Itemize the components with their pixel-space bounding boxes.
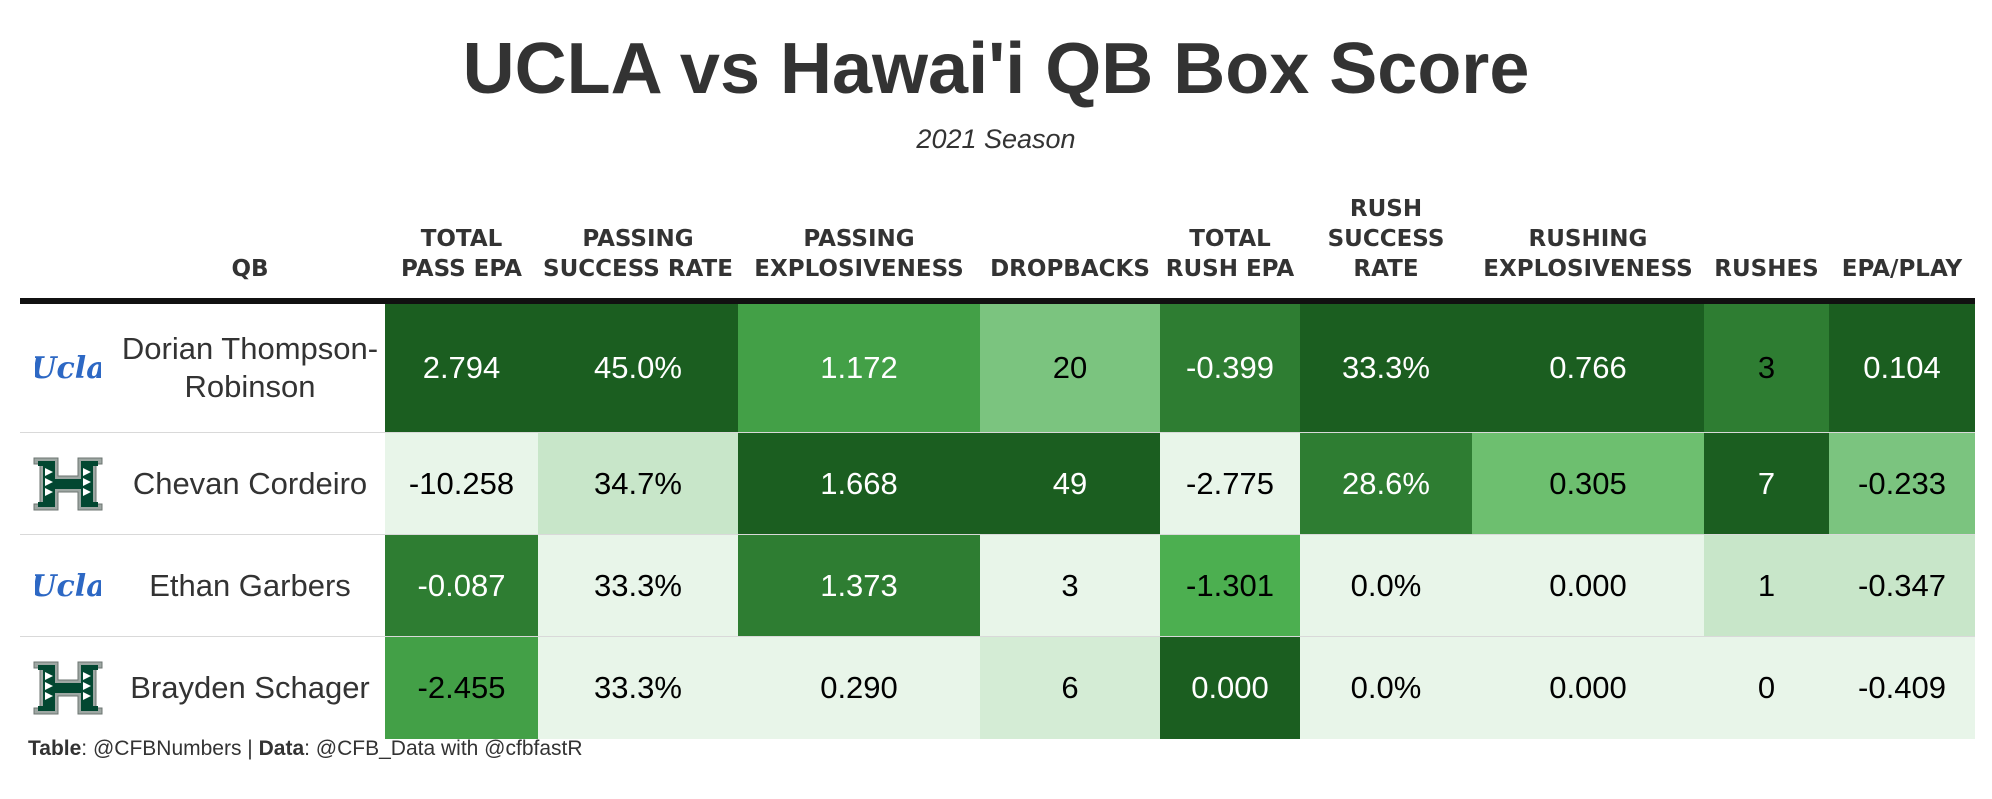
stat-cell: -10.258 [385,432,538,535]
table-row: Ucla Ethan Garbers-0.08733.3%1.3733-1.301… [20,534,1975,637]
stat-cell: 0.305 [1472,432,1704,535]
header-rushing-explosiveness: RUSHING EXPLOSIVENESS [1472,170,1704,304]
table-row: Ucla Dorian Thompson-Robinson2.79445.0%1.… [20,301,1975,433]
svg-text:Ucla: Ucla [35,351,101,386]
ucla-logo-icon: Ucla [35,351,101,386]
stat-cell: 45.0% [538,301,738,433]
table-row: Chevan Cordeiro -10.258 34.7% 1.668 49 -2.775… [20,432,1975,535]
header-passing-success-rate: PASSING SUCCESS RATE [538,170,738,304]
stat-cell: 3 [1704,301,1829,433]
stat-cell: 2.794 [385,301,538,433]
stat-cell: 28.6% [1300,432,1472,535]
header-qb: QB [115,170,385,304]
header-rushes: RUSHES [1704,170,1829,304]
stat-cell: 34.7% [538,432,738,535]
stat-cell: -0.409 [1829,636,1975,739]
stat-cell: 1.668 [738,432,980,535]
header-total-rush-epa: TOTAL RUSH EPA [1160,170,1300,304]
stat-cell: 0.000 [1472,534,1704,637]
stat-cell: 3 [980,534,1160,637]
header-epa-per-play: EPA/PLAY [1829,170,1975,304]
stat-cell: -0.399 [1160,301,1300,433]
qb-box-score-table: QB TOTAL PASS EPA PASSING SUCCESS RATE P… [20,170,1975,739]
stat-cell: 0.0% [1300,534,1472,637]
header-dropbacks: DROPBACKS [980,170,1160,304]
header-logo [20,170,115,304]
qb-name: Brayden Schager [115,636,385,739]
stat-cell: 0.0% [1300,636,1472,739]
stat-cell: 0.104 [1829,301,1975,433]
stat-cell: 1.172 [738,301,980,433]
footer-table-label: Table [28,737,82,760]
stat-cell: 0.000 [1472,636,1704,739]
team-logo-cell [20,636,115,739]
stat-cell: 49 [980,432,1160,535]
qb-name: Chevan Cordeiro [115,432,385,535]
stat-cell: -2.455 [385,636,538,739]
hawaii-logo-icon [33,661,102,715]
header-total-pass-epa: TOTAL PASS EPA [385,170,538,304]
stat-cell: 0 [1704,636,1829,739]
stat-cell: -0.233 [1829,432,1975,535]
team-logo-cell: Ucla [20,301,115,433]
stat-cell: 7 [1704,432,1829,535]
header-passing-explosiveness: PASSING EXPLOSIVENESS [738,170,980,304]
stat-cell: 1 [1704,534,1829,637]
footer-data-value: : @CFB_Data with @cfbfastR [304,737,583,760]
stat-cell: 33.3% [1300,301,1472,433]
stat-cell: 33.3% [538,534,738,637]
stat-cell: 0.290 [738,636,980,739]
footer-data-label: Data [258,737,305,760]
stat-cell: 20 [980,301,1160,433]
stat-cell: -2.775 [1160,432,1300,535]
chart-subtitle: 2021 Season [916,124,1076,154]
stat-cell: 0.000 [1160,636,1300,739]
hawaii-logo-icon [33,457,102,510]
footer-table-value: : @CFBNumbers | [81,737,259,760]
header-row: QB TOTAL PASS EPA PASSING SUCCESS RATE P… [20,170,1975,304]
footer-credit: Table: @CFBNumbers | Data: @CFB_Data wit… [28,737,583,761]
svg-text:Ucla: Ucla [35,569,101,604]
chart-title: UCLA vs Hawai'i QB Box Score [462,29,1530,109]
qb-name: Dorian Thompson-Robinson [115,301,385,433]
stat-cell: 0.766 [1472,301,1704,433]
table-row: Brayden Schager -2.455 33.3% 0.290 6 0.000 0.0… [20,636,1975,739]
stat-cell: -0.087 [385,534,538,637]
ucla-logo-icon: Ucla [35,569,101,604]
stat-cell: 33.3% [538,636,738,739]
team-logo-cell [20,432,115,535]
stat-cell: -0.347 [1829,534,1975,637]
stat-cell: 6 [980,636,1160,739]
stat-cell: 1.373 [738,534,980,637]
stat-cell: -1.301 [1160,534,1300,637]
header-rush-success-rate: RUSH SUCCESS RATE [1300,170,1472,304]
qb-name: Ethan Garbers [115,534,385,637]
team-logo-cell: Ucla [20,534,115,637]
